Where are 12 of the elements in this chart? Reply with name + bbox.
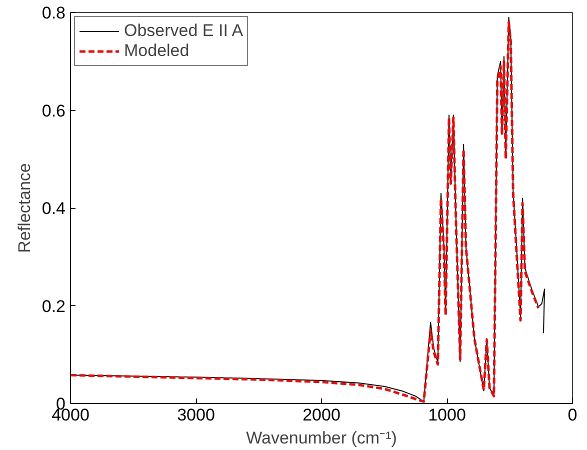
x-tick-label: 2000 <box>302 406 340 424</box>
x-tick-label: 1000 <box>428 406 466 424</box>
x-tick-label: 3000 <box>177 406 215 424</box>
legend-label: Observed E II A <box>124 21 244 41</box>
x-tick-label: 0 <box>568 406 578 424</box>
y-tick-label: 0.6 <box>42 101 66 120</box>
legend-label: Modeled <box>124 41 190 61</box>
y-tick-label: 0.2 <box>42 296 66 316</box>
y-tick-label: 0.8 <box>42 4 66 22</box>
y-axis-title: Reflectance <box>14 163 34 253</box>
x-axis-title: Wavenumber (cm⁻¹) <box>246 428 397 448</box>
y-tick-label: 0.4 <box>42 199 66 218</box>
